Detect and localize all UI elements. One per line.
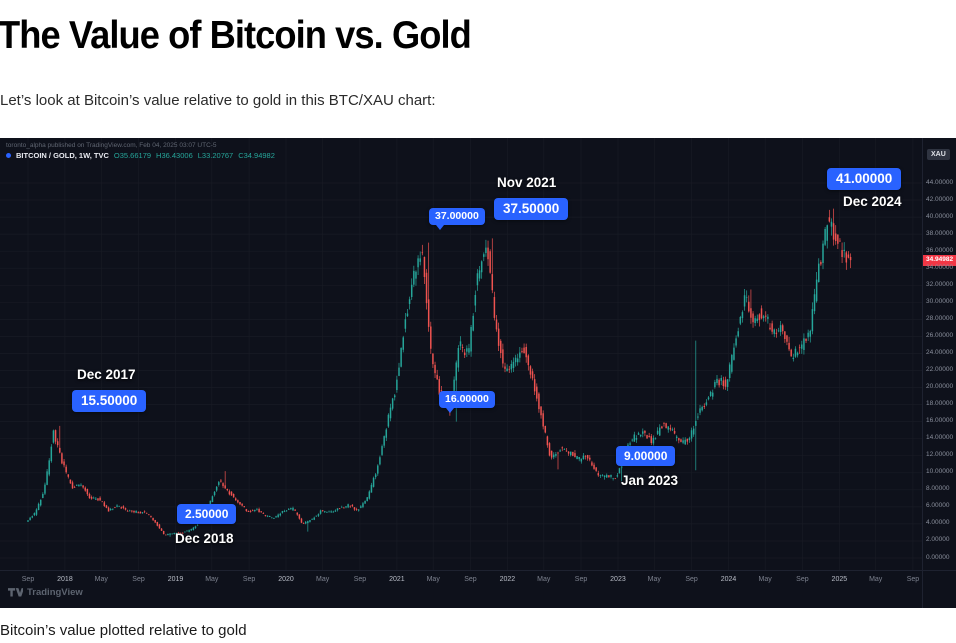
price-tick-label: 0.00000: [926, 553, 950, 561]
time-tick-label: 2020: [278, 576, 294, 583]
btc-xau-chart-image: toronto_alpha published on TradingView.c…: [0, 138, 956, 608]
price-tick-label: 22.00000: [926, 366, 954, 373]
price-tick-label: 14.00000: [926, 434, 954, 442]
time-tick-label: May: [94, 576, 108, 583]
price-tick-label: 8.00000: [926, 485, 950, 493]
publisher-note: toronto_alpha published on TradingView.c…: [6, 142, 217, 149]
time-tick-label: May: [758, 576, 772, 583]
price-tick-label: 38.00000: [926, 229, 954, 237]
time-tick-label: 2024: [720, 576, 737, 583]
time-tick-label: 2021: [389, 576, 405, 583]
price-tick-label: 26.00000: [926, 331, 954, 339]
time-tick-label: 2025: [831, 576, 848, 583]
symbol-label: BITCOIN / GOLD, 1W, TVC: [16, 151, 109, 160]
price-tick-label: 16.00000: [926, 417, 954, 425]
axis-unit-badge: XAU: [927, 149, 950, 160]
price-tick-label: 42.00000: [926, 195, 954, 203]
ohlc-low-value: L33.20767: [197, 151, 234, 160]
ohlc-close-value: C34.94982: [238, 151, 275, 160]
time-tick-label: Sep: [464, 576, 477, 583]
price-axis: XAU 34.94982 0.00000 2.00000 4.00000 6.0000…: [922, 138, 956, 608]
time-tick-label: May: [869, 576, 883, 583]
last-price-label: 34.94982: [923, 255, 956, 266]
time-tick-label: Sep: [132, 576, 145, 583]
time-tick-label: Sep: [353, 576, 367, 583]
price-tick-label: 20.00000: [926, 383, 954, 391]
time-axis: Sep 2018 May Sep 2019 May Sep 2020 May Sep 2021 May…: [0, 570, 956, 592]
tradingview-logo: TradingView: [8, 587, 83, 598]
series-dot-icon: [6, 153, 11, 158]
time-tick-label: 2023: [610, 576, 626, 583]
tradingview-wordmark: TradingView: [27, 587, 83, 598]
price-tick-label: 36.00000: [926, 246, 954, 254]
price-tick-label: 40.00000: [926, 212, 954, 220]
chart-caption: Bitcoin’s value plotted relative to gold: [0, 622, 247, 639]
tradingview-mark-icon: [8, 588, 23, 597]
page-title: The Value of Bitcoin vs. Gold: [0, 14, 472, 57]
ohlc-high-value: H36.43006: [156, 151, 193, 160]
candlestick-plot: [0, 138, 922, 570]
chart-legend: BITCOIN / GOLD, 1W, TVC O35.66179 H36.43…: [6, 151, 275, 160]
time-tick-label: 2018: [57, 576, 73, 583]
time-tick-label: May: [426, 576, 440, 583]
time-tick-label: May: [316, 576, 330, 583]
time-tick-label: Sep: [21, 576, 35, 583]
price-tick-label: 2.00000: [926, 536, 950, 544]
time-tick-label: Sep: [796, 576, 809, 583]
price-tick-label: 32.00000: [926, 280, 954, 288]
price-tick-label: 28.00000: [926, 314, 954, 322]
time-tick-label: Sep: [685, 576, 698, 583]
price-tick-label: 12.00000: [926, 451, 954, 459]
time-tick-label: 2022: [499, 576, 516, 583]
ohlc-open-value: O35.66179: [113, 151, 152, 160]
time-tick-label: May: [205, 576, 219, 583]
price-tick-label: 34.00000: [926, 263, 954, 271]
price-tick-label: 30.00000: [926, 297, 954, 305]
time-tick-label: Sep: [906, 576, 920, 583]
time-tick-label: Sep: [574, 576, 588, 583]
price-tick-label: 6.00000: [926, 502, 950, 510]
price-tick-label: 4.00000: [926, 519, 950, 527]
time-tick-label: May: [537, 576, 551, 583]
time-tick-label: 2019: [167, 576, 184, 583]
price-tick-label: 24.00000: [926, 348, 954, 356]
time-tick-label: May: [647, 576, 661, 583]
time-tick-label: Sep: [242, 576, 256, 583]
price-tick-label: 18.00000: [926, 400, 954, 408]
intro-text: Let’s look at Bitcoin’s value relative t…: [0, 92, 436, 109]
price-tick-label: 44.00000: [926, 178, 954, 186]
price-tick-label: 10.00000: [926, 468, 954, 476]
